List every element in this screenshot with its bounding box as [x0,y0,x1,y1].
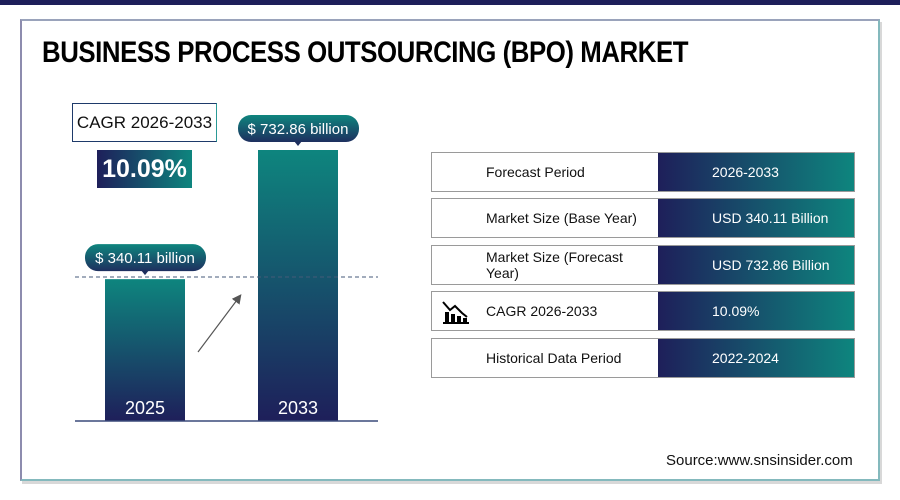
source-text: Source:www.snsinsider.com [666,452,853,469]
value-bubble [85,244,206,272]
row-label: CAGR 2026-2033 [432,292,658,330]
bar-2033 [258,150,338,421]
row-value: 2026-2033 [658,153,854,191]
cagr-label: CAGR 2026-2033 [72,103,217,142]
table-row: Historical Data Period 2022-2024 [431,338,855,378]
bar-2025 [105,279,185,421]
cagr-value: 10.09% [97,150,192,188]
bar-category-label: 2025 [125,398,165,418]
page-title: BUSINESS PROCESS OUTSOURCING (BPO) MARKE… [42,36,689,69]
row-label-text: CAGR 2026-2033 [486,303,598,319]
bubble-pointer [141,270,149,276]
frame [20,19,880,481]
row-label: Forecast Period [432,153,658,191]
table-row: CAGR 2026-2033 10.09% [431,291,855,331]
bubble-pointer [294,141,302,146]
bar-category-label: 2033 [278,398,318,418]
row-value: USD 732.86 Billion [658,246,854,284]
row-label: Market Size (Forecast Year) [432,246,658,284]
top-bar [0,0,900,5]
row-label: Market Size (Base Year) [432,199,658,237]
growth-arrow [197,294,242,353]
row-label: Historical Data Period [432,339,658,377]
bar-chart-decline-icon [442,301,469,324]
bar-data-label: $ 732.86 billion [248,121,349,138]
row-value: 2022-2024 [658,339,854,377]
value-bubble [238,115,359,142]
table-row: Forecast Period 2026-2033 [431,152,855,192]
row-value: 10.09% [658,292,854,330]
row-value: USD 340.11 Billion [658,199,854,237]
bar-data-label: $ 340.11 billion [95,250,195,267]
table-row: Market Size (Forecast Year) USD 732.86 Bi… [431,245,855,285]
table-row: Market Size (Base Year) USD 340.11 Billio… [431,198,855,238]
